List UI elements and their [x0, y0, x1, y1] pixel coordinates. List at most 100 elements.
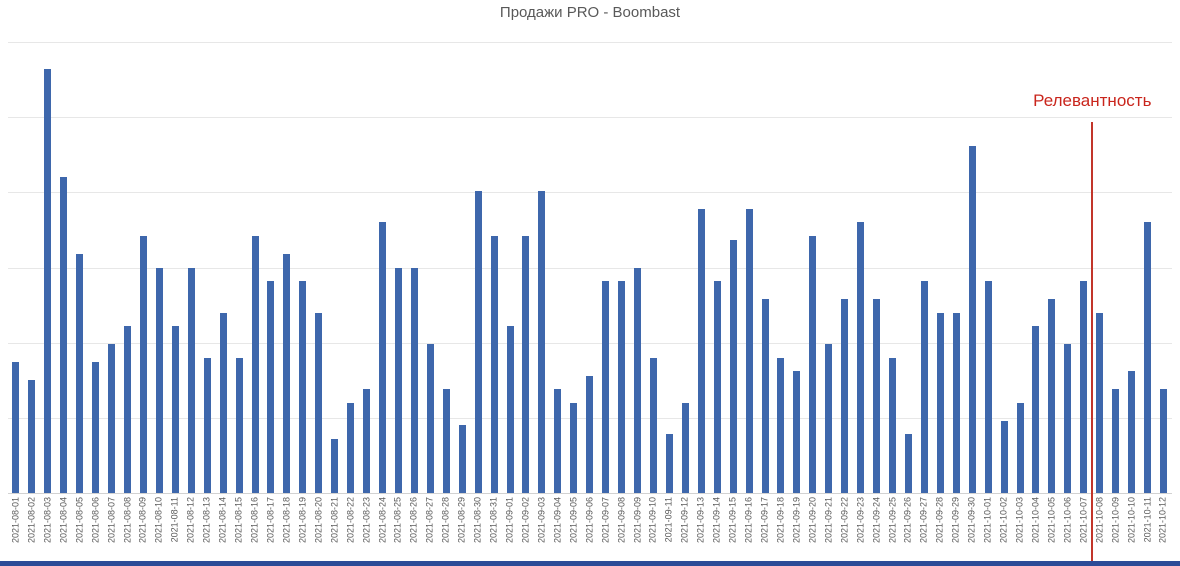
bar-2021-08-11[interactable] — [171, 326, 179, 493]
bar-2021-08-19[interactable] — [299, 281, 307, 493]
x-tick-slot: 2021-09-04 — [550, 497, 566, 561]
bar-2021-09-30[interactable] — [968, 145, 976, 493]
bar-2021-10-07[interactable] — [1080, 281, 1088, 493]
bar-2021-08-17[interactable] — [267, 281, 275, 493]
bar-2021-09-21[interactable] — [825, 344, 833, 493]
bar-2021-08-29[interactable] — [458, 425, 466, 493]
bar-2021-08-28[interactable] — [442, 389, 450, 493]
bar-2021-09-12[interactable] — [681, 402, 689, 493]
x-tick-label: 2021-08-16 — [249, 497, 260, 544]
plot-area — [8, 42, 1172, 494]
bar-2021-09-03[interactable] — [538, 190, 546, 493]
bar-2021-09-25[interactable] — [889, 357, 897, 493]
bar-2021-09-09[interactable] — [634, 267, 642, 493]
bar-2021-09-27[interactable] — [920, 281, 928, 493]
bar-slot — [996, 42, 1012, 493]
bar-2021-09-19[interactable] — [793, 371, 801, 493]
bar-2021-09-23[interactable] — [857, 222, 865, 493]
bar-2021-10-10[interactable] — [1128, 371, 1136, 493]
gridline — [8, 342, 1172, 344]
bar-2021-08-12[interactable] — [187, 267, 195, 493]
bar-2021-08-27[interactable] — [426, 344, 434, 493]
bar-2021-08-01[interactable] — [12, 362, 20, 493]
bar-2021-10-01[interactable] — [984, 281, 992, 493]
bar-2021-09-17[interactable] — [761, 299, 769, 493]
x-tick-slot: 2021-09-17 — [757, 497, 773, 561]
bar-2021-08-08[interactable] — [124, 326, 132, 493]
bar-2021-09-02[interactable] — [522, 235, 530, 493]
x-tick-slot: 2021-09-25 — [885, 497, 901, 561]
bar-2021-10-04[interactable] — [1032, 326, 1040, 493]
relevance-marker-line[interactable] — [1091, 122, 1094, 563]
bar-2021-08-13[interactable] — [203, 357, 211, 493]
bar-2021-10-02[interactable] — [1000, 420, 1008, 493]
bar-2021-08-02[interactable] — [28, 380, 36, 493]
x-tick-label: 2021-10-11 — [1142, 497, 1153, 543]
bar-2021-09-20[interactable] — [809, 235, 817, 493]
bar-2021-10-08[interactable] — [1096, 312, 1104, 493]
bar-2021-10-09[interactable] — [1112, 389, 1120, 493]
bar-2021-09-22[interactable] — [841, 299, 849, 493]
bar-2021-08-03[interactable] — [44, 69, 52, 493]
bar-2021-10-03[interactable] — [1016, 402, 1024, 493]
bar-2021-08-06[interactable] — [92, 362, 100, 493]
bar-2021-09-10[interactable] — [649, 357, 657, 493]
bar-2021-10-05[interactable] — [1048, 299, 1056, 493]
x-tick-slot: 2021-08-14 — [215, 497, 231, 561]
bar-2021-10-06[interactable] — [1064, 344, 1072, 493]
x-tick-slot: 2021-10-07 — [1076, 497, 1092, 561]
bar-2021-08-07[interactable] — [108, 344, 116, 493]
bar-2021-08-04[interactable] — [60, 177, 68, 493]
bar-series — [8, 42, 1172, 493]
bar-2021-09-18[interactable] — [777, 357, 785, 493]
bar-2021-08-25[interactable] — [394, 267, 402, 493]
bar-2021-08-09[interactable] — [139, 235, 147, 493]
bar-2021-09-15[interactable] — [729, 240, 737, 493]
bar-2021-08-20[interactable] — [315, 312, 323, 493]
bar-2021-08-05[interactable] — [76, 253, 84, 493]
x-tick-label: 2021-10-02 — [998, 497, 1009, 544]
x-tick-label: 2021-08-13 — [201, 497, 212, 544]
bar-2021-08-21[interactable] — [331, 438, 339, 493]
bar-slot — [550, 42, 566, 493]
bar-2021-08-18[interactable] — [283, 253, 291, 493]
bar-slot — [151, 42, 167, 493]
bar-2021-08-30[interactable] — [474, 190, 482, 493]
bar-slot — [486, 42, 502, 493]
bar-slot — [470, 42, 486, 493]
bar-2021-10-11[interactable] — [1144, 222, 1152, 493]
bar-2021-10-12[interactable] — [1159, 389, 1167, 493]
bar-2021-09-24[interactable] — [873, 299, 881, 493]
x-tick-slot: 2021-08-29 — [454, 497, 470, 561]
bar-2021-09-11[interactable] — [665, 434, 673, 493]
bar-2021-09-26[interactable] — [904, 434, 912, 493]
bar-2021-08-14[interactable] — [219, 312, 227, 493]
bar-slot — [805, 42, 821, 493]
bar-2021-09-28[interactable] — [936, 312, 944, 493]
bar-2021-08-22[interactable] — [347, 402, 355, 493]
bar-2021-08-23[interactable] — [363, 389, 371, 493]
bar-2021-09-13[interactable] — [697, 208, 705, 493]
bar-2021-08-16[interactable] — [251, 235, 259, 493]
bar-2021-09-06[interactable] — [586, 375, 594, 493]
bar-2021-09-01[interactable] — [506, 326, 514, 493]
bar-2021-08-15[interactable] — [235, 357, 243, 493]
bar-2021-08-24[interactable] — [379, 222, 387, 493]
bar-2021-08-26[interactable] — [410, 267, 418, 493]
bar-2021-09-04[interactable] — [554, 389, 562, 493]
x-tick-label: 2021-10-04 — [1030, 497, 1041, 544]
bar-2021-09-08[interactable] — [618, 281, 626, 493]
relevance-marker-label[interactable]: Релевантность — [1033, 91, 1152, 110]
x-tick-slot: 2021-10-06 — [1060, 497, 1076, 561]
bar-2021-09-07[interactable] — [602, 281, 610, 493]
bar-slot — [24, 42, 40, 493]
bar-2021-09-29[interactable] — [952, 312, 960, 493]
x-tick-slot: 2021-08-06 — [88, 497, 104, 561]
bar-2021-08-10[interactable] — [155, 267, 163, 493]
x-tick-label: 2021-10-07 — [1078, 497, 1089, 544]
bar-2021-09-16[interactable] — [745, 208, 753, 493]
bar-2021-09-05[interactable] — [570, 402, 578, 493]
bar-2021-08-31[interactable] — [490, 235, 498, 493]
bar-2021-09-14[interactable] — [713, 281, 721, 493]
x-tick-slot: 2021-08-28 — [438, 497, 454, 561]
